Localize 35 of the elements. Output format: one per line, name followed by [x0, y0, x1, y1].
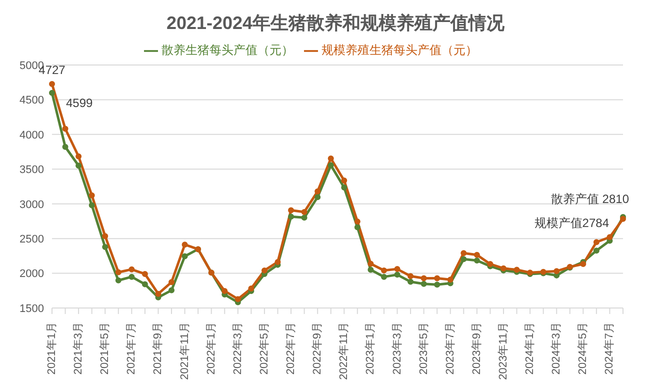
- x-tick-label: 2022年11月: [338, 322, 350, 380]
- y-tick-label: 3000: [20, 198, 44, 211]
- x-tick-label: 2023年11月: [497, 322, 510, 380]
- y-tick-label: 2000: [20, 268, 44, 280]
- x-tick-label: 2024年1月: [524, 322, 536, 375]
- data-label: 规模产值2784: [534, 216, 610, 230]
- y-tick-label: 4000: [20, 129, 44, 142]
- data-label: 散养产值 2810: [550, 192, 630, 206]
- x-tick-label: 2024年7月: [604, 322, 616, 375]
- x-tick-label: 2021年3月: [72, 322, 85, 375]
- x-tick-label: 2022年7月: [285, 322, 298, 375]
- x-tick-label: 2023年9月: [470, 322, 483, 375]
- x-tick-label: 2023年1月: [364, 322, 377, 375]
- x-tick-label: 2022年9月: [312, 322, 324, 375]
- legend-label: 规模养殖生猪每头产值（元）: [322, 43, 478, 57]
- x-tick-label: 2023年3月: [391, 322, 404, 375]
- x-tick-label: 2024年5月: [577, 322, 590, 375]
- legend-label: 散养生猪每头产值（元）: [162, 43, 294, 57]
- y-tick-label: 2500: [20, 233, 44, 246]
- y-tick-label: 1500: [20, 302, 44, 315]
- x-tick-label: 2022年3月: [232, 322, 244, 375]
- y-tick-label: 4500: [20, 94, 44, 107]
- chart-title: 2021-2024年生猪散养和规模养殖产值情况: [165, 12, 506, 35]
- y-tick-label: 3500: [20, 164, 44, 176]
- x-tick-label: 2024年3月: [550, 322, 563, 375]
- x-tick-label: 2021年7月: [126, 322, 138, 375]
- x-tick-label: 2022年1月: [205, 322, 218, 375]
- x-tick-label: 2023年5月: [418, 322, 430, 375]
- x-tick-label: 2022年5月: [258, 322, 270, 375]
- x-tick-label: 2021年9月: [152, 322, 164, 375]
- data-label: 4599: [66, 96, 94, 110]
- x-tick-label: 2021年1月: [46, 322, 58, 375]
- x-tick-label: 2021年5月: [99, 322, 112, 375]
- x-tick-label: 2021年11月: [178, 322, 191, 380]
- x-tick-label: 2023年7月: [444, 322, 456, 375]
